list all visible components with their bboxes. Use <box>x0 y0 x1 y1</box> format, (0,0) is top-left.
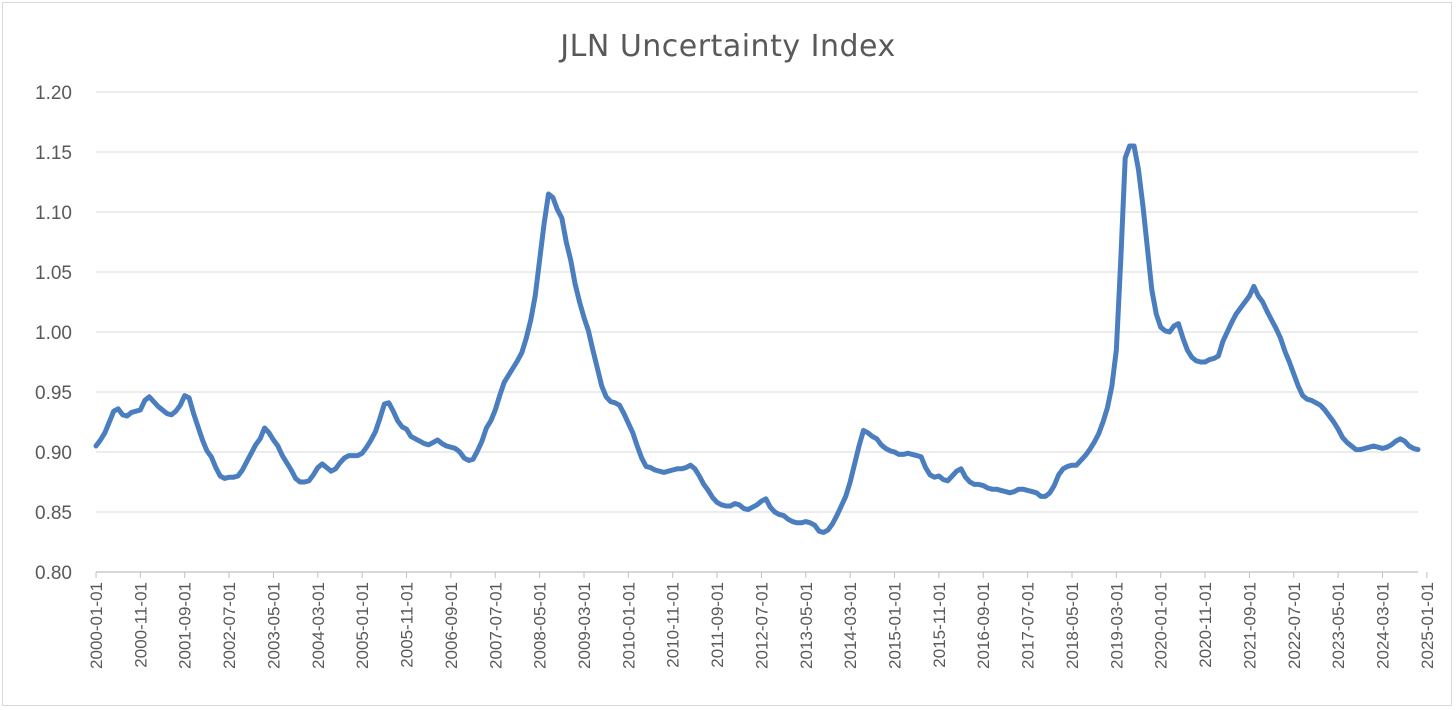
x-tick-label: 2012-07-01 <box>752 582 771 669</box>
x-tick-label: 2005-11-01 <box>398 582 417 668</box>
x-tick-label: 2000-01-01 <box>87 582 106 669</box>
x-tick-label: 2019-03-01 <box>1107 582 1126 669</box>
x-tick-label: 2013-05-01 <box>797 582 816 669</box>
x-tick-label: 2014-03-01 <box>841 582 860 669</box>
x-tick-label: 2020-01-01 <box>1152 582 1171 669</box>
y-tick-label: 1.05 <box>35 263 72 284</box>
x-tick-label: 2023-05-01 <box>1329 582 1348 669</box>
x-tick-label: 2004-03-01 <box>309 582 328 669</box>
x-tick-label: 2009-03-01 <box>575 582 594 669</box>
x-tick-label: 2002-07-01 <box>220 582 239 669</box>
y-tick-label: 1.00 <box>35 323 72 344</box>
x-tick-label: 2025-01-01 <box>1418 582 1437 669</box>
x-tick-label: 2000-11-01 <box>131 582 150 668</box>
x-tick-label: 2016-09-01 <box>974 582 993 669</box>
y-tick-label: 0.90 <box>35 443 72 464</box>
x-tick-label: 2006-09-01 <box>442 582 461 669</box>
x-tick-label: 2015-01-01 <box>886 582 905 669</box>
x-tick-label: 2005-01-01 <box>353 582 372 669</box>
y-tick-label: 0.95 <box>35 383 72 404</box>
chart-title: JLN Uncertainty Index <box>560 29 896 64</box>
x-tick-label: 2018-05-01 <box>1063 582 1082 669</box>
x-tick-label: 2020-11-01 <box>1196 582 1215 668</box>
series-line-jln-uncertainty <box>93 143 1421 535</box>
x-tick-label: 2017-07-01 <box>1019 582 1038 669</box>
x-tick-label: 2010-11-01 <box>664 582 683 668</box>
y-tick-label: 0.85 <box>35 503 72 524</box>
x-tick-label: 2021-09-01 <box>1240 582 1259 669</box>
x-tick-label: 2024-03-01 <box>1374 582 1393 669</box>
x-tick-label: 2008-05-01 <box>531 582 550 669</box>
x-tick-label: 2011-09-01 <box>708 582 727 668</box>
y-tick-label: 1.20 <box>35 83 72 104</box>
y-tick-label: 1.10 <box>35 203 72 224</box>
x-tick-label: 2003-05-01 <box>264 582 283 669</box>
y-tick-label: 1.15 <box>35 143 72 164</box>
y-tick-label: 0.80 <box>35 563 72 584</box>
x-tick-label: 2001-09-01 <box>176 582 195 669</box>
x-tick-label: 2015-11-01 <box>930 582 949 668</box>
x-tick-label: 2022-07-01 <box>1285 582 1304 669</box>
x-tick-label: 2007-07-01 <box>486 582 505 669</box>
x-tick-label: 2010-01-01 <box>619 582 638 669</box>
